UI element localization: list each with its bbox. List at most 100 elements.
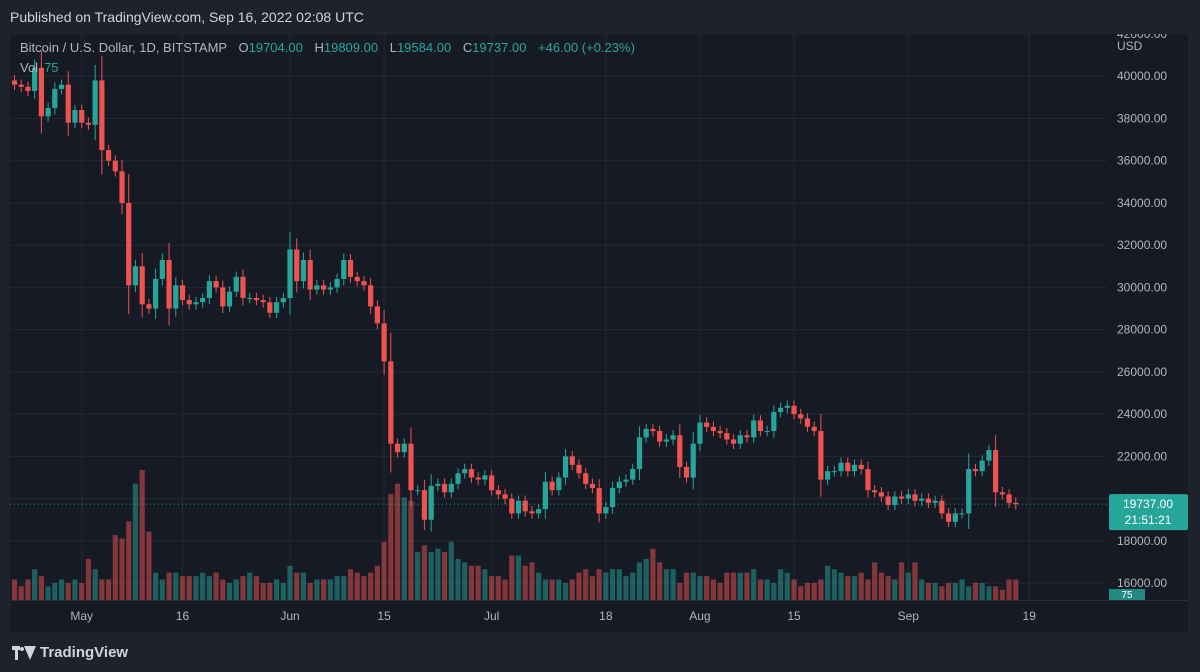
volume-bar xyxy=(226,582,233,600)
candle-body xyxy=(710,426,716,432)
candle-body xyxy=(475,477,481,480)
volume-bar xyxy=(119,538,125,600)
volume-bar xyxy=(99,579,105,600)
volume-bar xyxy=(972,582,979,600)
candle-body xyxy=(529,511,535,514)
volume-bar xyxy=(206,576,212,600)
high-value: 19809.00 xyxy=(323,40,379,55)
volume-bar xyxy=(159,579,165,600)
candle-body xyxy=(925,498,932,503)
candle-body xyxy=(79,110,85,123)
candle-body xyxy=(321,285,327,290)
candle-body xyxy=(374,306,380,324)
plot-background xyxy=(10,34,1188,632)
candle-body xyxy=(441,483,448,493)
candle-body xyxy=(186,300,192,305)
y-tick-label: 40000.00 xyxy=(1117,69,1167,83)
volume-bar xyxy=(898,562,905,600)
candle-body xyxy=(999,492,1005,495)
volume-bar xyxy=(321,579,327,600)
volume-bar xyxy=(952,582,958,600)
volume-bar xyxy=(919,579,925,600)
candle-body xyxy=(905,494,911,499)
candle-body xyxy=(663,439,669,442)
candle-body xyxy=(704,422,710,427)
candle-body xyxy=(576,464,582,474)
candle-body xyxy=(489,475,495,491)
volume-bar xyxy=(569,579,575,600)
volume-bar xyxy=(663,569,669,600)
volume-bar xyxy=(294,572,300,600)
volume-bar xyxy=(757,579,764,600)
candle-body xyxy=(979,460,985,472)
candle-body xyxy=(858,464,864,470)
candle-body xyxy=(381,323,387,362)
y-tick-label: 32000.00 xyxy=(1117,238,1167,252)
candle-body xyxy=(515,500,522,514)
y-tick-label: 38000.00 xyxy=(1117,111,1167,125)
volume-bar xyxy=(717,582,723,600)
volume-bar xyxy=(280,582,286,600)
volume-bar xyxy=(549,579,555,600)
candle-body xyxy=(677,435,683,467)
candle-body xyxy=(912,494,918,501)
x-tick-label: 15 xyxy=(377,609,391,623)
volume-bar xyxy=(441,552,448,600)
volume-bar xyxy=(233,579,239,600)
volume-bar xyxy=(173,572,179,600)
volume-bar xyxy=(421,545,428,600)
candle-body xyxy=(38,67,44,117)
volume-bar xyxy=(314,579,320,600)
chart-panel[interactable]: 16000.0018000.0020000.0022000.0024000.00… xyxy=(10,34,1188,632)
candle-body xyxy=(1013,502,1019,505)
volume-bar xyxy=(25,579,31,600)
volume-bar xyxy=(710,579,716,600)
volume-bar xyxy=(683,572,690,600)
candle-body xyxy=(939,500,945,514)
volume-bar xyxy=(489,576,495,600)
candle-body xyxy=(58,84,65,89)
candle-body xyxy=(428,485,434,520)
candlestick-chart[interactable]: 16000.0018000.0020000.0022000.0024000.00… xyxy=(10,34,1188,632)
chart-legend: Bitcoin / U.S. Dollar, 1D, BITSTAMP O197… xyxy=(20,40,635,55)
volume-bar xyxy=(408,500,414,600)
volume-bar xyxy=(273,579,280,600)
candle-body xyxy=(287,249,293,298)
candle-body xyxy=(193,302,199,305)
candle-body xyxy=(536,509,542,514)
volume-bar xyxy=(630,572,636,600)
candle-body xyxy=(771,412,777,432)
volume-bar xyxy=(804,582,811,600)
volume-bar xyxy=(798,586,804,600)
candle-body xyxy=(825,471,831,480)
volume-bar xyxy=(993,586,999,600)
tradingview-brand[interactable]: TradingView xyxy=(12,644,128,661)
volume-bar xyxy=(52,582,58,600)
candle-body xyxy=(630,469,636,480)
volume-bar xyxy=(253,576,260,600)
volume-bar xyxy=(892,579,898,600)
candle-body xyxy=(865,469,871,491)
volume-bar xyxy=(670,569,676,600)
volume-bar xyxy=(220,579,226,600)
volume-bar xyxy=(388,493,394,600)
candle-body xyxy=(919,498,925,501)
candle-body xyxy=(327,287,333,290)
candle-body xyxy=(898,496,905,499)
volume-bar xyxy=(381,541,387,600)
candle-body xyxy=(119,171,125,203)
candle-body xyxy=(892,496,898,505)
y-tick-label: 28000.00 xyxy=(1117,323,1167,337)
candle-body xyxy=(972,469,979,472)
volume-bar xyxy=(300,572,307,600)
volume-bar xyxy=(583,569,589,600)
volume-label: Vol xyxy=(20,60,39,75)
candle-body xyxy=(52,88,58,108)
volume-bar xyxy=(455,558,461,600)
volume-bar xyxy=(1006,579,1012,600)
candle-body xyxy=(45,107,51,117)
candle-body xyxy=(368,285,374,307)
volume-bar xyxy=(603,572,609,600)
y-tick-label: 18000.00 xyxy=(1117,534,1167,548)
candle-body xyxy=(784,405,790,408)
